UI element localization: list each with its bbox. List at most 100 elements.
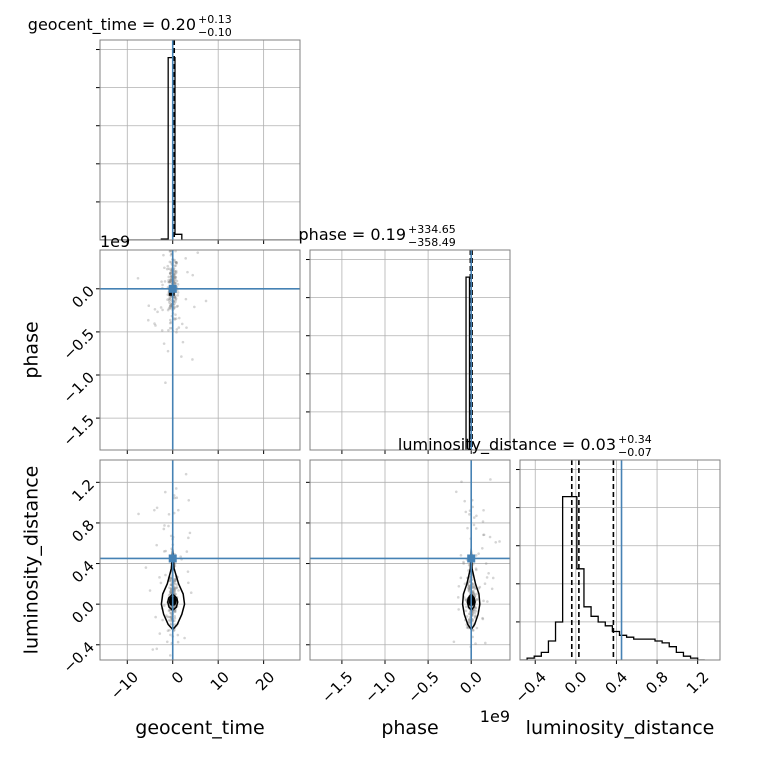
- sample-point: [153, 508, 156, 512]
- sample-point: [148, 589, 152, 592]
- sample-point: [474, 606, 478, 610]
- sample-point: [167, 267, 171, 271]
- sample-point: [166, 264, 170, 268]
- y-tick-label: 0.4: [68, 557, 98, 587]
- sample-point: [167, 615, 171, 619]
- title-eq: =: [557, 435, 581, 454]
- sample-point: [168, 628, 171, 632]
- sample-point: [175, 496, 179, 500]
- sample-point: [483, 582, 487, 586]
- sample-point: [167, 593, 171, 597]
- sample-point: [150, 236, 153, 239]
- sample-point: [180, 322, 184, 326]
- sample-point: [169, 619, 172, 623]
- sample-point: [464, 609, 468, 613]
- sample-point: [467, 589, 471, 592]
- sample-point: [185, 326, 188, 329]
- sample-point: [176, 282, 180, 286]
- sample-point: [164, 549, 168, 553]
- sample-point: [472, 585, 476, 588]
- sample-point: [478, 454, 481, 457]
- sample-point: [147, 304, 151, 308]
- sample-point: [481, 617, 485, 621]
- x-tick-label: −1.5: [318, 668, 356, 706]
- sample-point: [162, 253, 165, 257]
- sample-point: [169, 272, 173, 275]
- scatter-panel-phase-vs-luminosity_distance: −1.5 −1.0 −0.5 0.0: [306, 454, 511, 707]
- sample-point: [177, 589, 180, 592]
- sample-point: [169, 583, 172, 587]
- y-axis-label-luminosity_distance: luminosity_distance: [21, 466, 43, 655]
- sample-point: [184, 257, 187, 260]
- sample-point: [173, 275, 177, 279]
- sample-point: [173, 585, 176, 589]
- sample-point: [169, 591, 173, 595]
- sample-point: [166, 349, 170, 353]
- sample-point: [174, 264, 178, 267]
- sample-point: [177, 508, 180, 512]
- sample-point: [460, 480, 463, 484]
- sample-point: [475, 592, 479, 596]
- panel-frame: [99, 459, 301, 661]
- sample-point: [165, 640, 169, 644]
- sample-point: [170, 245, 173, 248]
- sample-point: [168, 280, 172, 283]
- sample-point: [160, 329, 164, 332]
- sample-point: [467, 612, 471, 616]
- sample-point: [187, 536, 190, 540]
- sample-point: [471, 635, 474, 639]
- sample-point: [161, 283, 164, 287]
- sample-point: [173, 318, 177, 321]
- sample-point: [176, 293, 180, 297]
- sample-point: [168, 305, 172, 308]
- sample-point: [475, 598, 479, 601]
- sample-point: [464, 598, 467, 602]
- sample-point: [169, 270, 173, 273]
- sample-point: [169, 278, 172, 282]
- sample-point: [153, 307, 157, 311]
- sample-point: [172, 511, 176, 515]
- sample-point: [168, 298, 172, 301]
- sample-point: [167, 297, 171, 301]
- sample-point: [167, 280, 170, 284]
- sample-point: [169, 253, 173, 257]
- sample-point: [485, 576, 489, 579]
- sample-point: [173, 609, 177, 613]
- sample-point: [168, 318, 172, 322]
- panel-title-geocent_time: geocent_time = 0.20: [28, 15, 196, 35]
- sample-point: [174, 313, 177, 316]
- sample-point: [457, 608, 460, 611]
- panel-content: [100, 211, 300, 450]
- sample-point: [164, 573, 167, 577]
- sample-point: [469, 664, 472, 667]
- sample-point: [153, 322, 156, 325]
- sample-point: [174, 487, 178, 490]
- title-param: phase: [299, 225, 347, 244]
- sample-point: [167, 307, 171, 310]
- sample-point: [163, 524, 166, 527]
- title-upper-error: +0.34: [618, 433, 652, 446]
- x-tick-label: 10: [207, 668, 233, 694]
- sample-point: [169, 271, 172, 275]
- sample-point: [173, 272, 176, 276]
- sample-point: [471, 586, 474, 589]
- sample-point: [168, 296, 172, 300]
- sample-point: [167, 512, 171, 516]
- sample-point: [462, 562, 465, 565]
- sample-point: [184, 297, 188, 301]
- sample-point: [169, 274, 173, 278]
- sample-point: [168, 578, 172, 582]
- sample-point: [196, 211, 199, 214]
- sample-point: [144, 566, 148, 569]
- sample-point: [175, 260, 178, 264]
- sample-point: [477, 587, 481, 590]
- sample-point: [169, 633, 172, 637]
- sample-point: [196, 251, 200, 254]
- sample-point: [168, 586, 171, 589]
- sample-point: [475, 609, 478, 613]
- sample-point: [161, 308, 164, 312]
- sample-point: [488, 535, 492, 539]
- sample-point: [169, 250, 173, 253]
- sample-point: [168, 608, 171, 612]
- x-tick-label: −10: [107, 668, 142, 703]
